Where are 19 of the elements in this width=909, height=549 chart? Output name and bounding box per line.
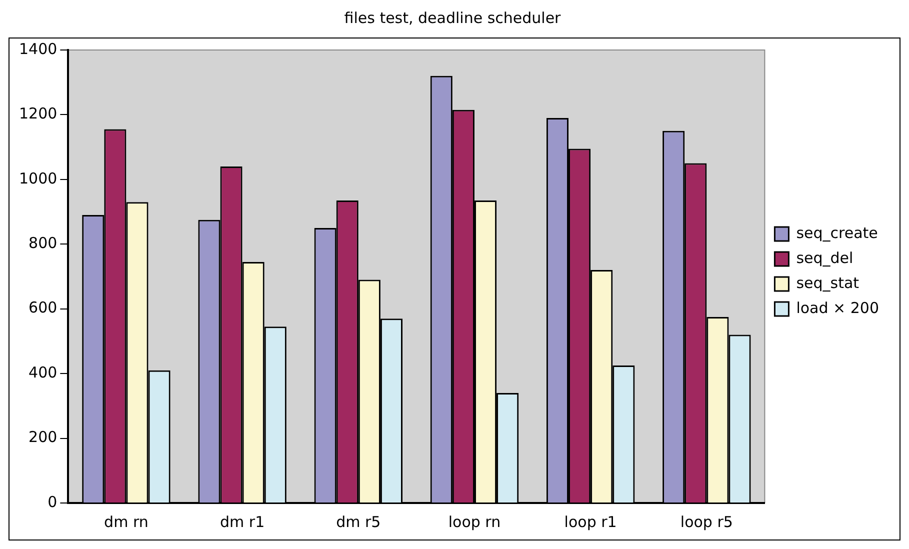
x-tick-label: dm r1 bbox=[220, 512, 265, 531]
x-tick-label: loop rn bbox=[448, 512, 501, 531]
y-tick-label: 800 bbox=[28, 234, 58, 252]
legend-label: seq_del bbox=[796, 248, 854, 267]
x-tick-label: loop r1 bbox=[564, 512, 617, 531]
legend-label: seq_create bbox=[796, 224, 878, 242]
x-tick-label: dm rn bbox=[104, 512, 148, 531]
y-tick-label: 1400 bbox=[18, 40, 58, 58]
x-tick-label: dm r5 bbox=[336, 512, 381, 531]
x-tick-label: loop r5 bbox=[680, 512, 733, 531]
y-tick-label: 1200 bbox=[18, 104, 58, 123]
y-tick-label: 1000 bbox=[18, 169, 58, 188]
chart-title: files test, deadline scheduler bbox=[344, 8, 562, 27]
legend-label: seq_stat bbox=[796, 274, 860, 292]
y-tick-label: 600 bbox=[28, 298, 58, 317]
legend-label: load × 200 bbox=[796, 298, 880, 317]
y-tick-label: 200 bbox=[28, 428, 58, 446]
y-tick-label: 0 bbox=[48, 492, 58, 511]
y-tick-label: 400 bbox=[28, 363, 58, 382]
